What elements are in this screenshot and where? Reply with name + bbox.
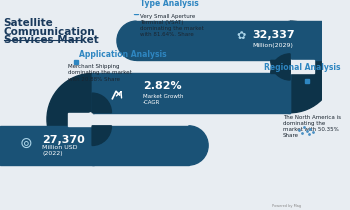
Bar — [92, 74, 94, 113]
Text: Very Small Aperture
Terminal (VSAT)
dominating the market
with 81.64%. Share: Very Small Aperture Terminal (VSAT) domi… — [140, 14, 204, 37]
Wedge shape — [290, 21, 335, 113]
Text: Million(2029): Million(2029) — [252, 43, 293, 48]
Wedge shape — [189, 126, 208, 165]
Bar — [92, 74, 290, 113]
Bar — [290, 60, 314, 74]
Text: Regional Analysis: Regional Analysis — [264, 63, 341, 72]
Wedge shape — [86, 113, 92, 126]
Text: ⊚: ⊚ — [19, 136, 32, 151]
Text: Communication: Communication — [4, 27, 95, 37]
Text: 32,337: 32,337 — [252, 30, 295, 40]
Bar — [288, 74, 290, 113]
Bar — [68, 113, 92, 126]
Text: ✿: ✿ — [237, 31, 246, 41]
Bar — [92, 126, 94, 165]
Text: Powered by Mag: Powered by Mag — [272, 204, 301, 208]
Text: 27,370: 27,370 — [42, 135, 85, 145]
Wedge shape — [47, 74, 92, 165]
Text: The North America is
dominating the
market with 50.35%
Share: The North America is dominating the mark… — [283, 115, 341, 138]
Wedge shape — [92, 126, 111, 146]
Wedge shape — [117, 21, 136, 60]
Bar — [288, 21, 290, 60]
Text: Services Market: Services Market — [4, 35, 98, 45]
Wedge shape — [290, 60, 296, 74]
Wedge shape — [271, 54, 290, 74]
Wedge shape — [92, 93, 111, 113]
Text: Merchant Shipping
dominating the market
with 20.88% Share: Merchant Shipping dominating the market … — [68, 64, 132, 81]
Text: Market Growth
-CAGR: Market Growth -CAGR — [143, 94, 183, 105]
Bar — [136, 21, 322, 60]
Text: Type Analysis: Type Analysis — [140, 0, 199, 8]
Text: 2.82%: 2.82% — [143, 81, 181, 91]
Text: Million USD
(2022): Million USD (2022) — [42, 145, 78, 156]
Bar — [0, 126, 189, 165]
Text: Application Analysis: Application Analysis — [79, 50, 167, 59]
Wedge shape — [271, 60, 290, 80]
Text: Satellite: Satellite — [4, 18, 54, 28]
